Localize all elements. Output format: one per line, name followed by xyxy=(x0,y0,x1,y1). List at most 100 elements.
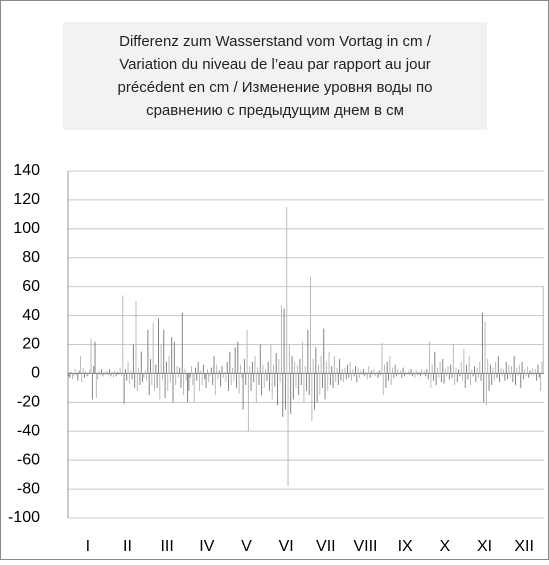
bar xyxy=(336,367,338,374)
bar xyxy=(204,373,206,380)
bar xyxy=(114,370,116,374)
bar xyxy=(130,370,132,374)
bar xyxy=(509,373,511,378)
bar xyxy=(423,370,425,374)
bar xyxy=(193,373,195,403)
bar xyxy=(139,373,141,385)
bar xyxy=(399,370,401,374)
bar xyxy=(76,373,77,375)
bar xyxy=(526,366,528,374)
bar xyxy=(218,370,220,374)
bar xyxy=(228,373,230,391)
bar xyxy=(302,341,304,374)
bar xyxy=(456,373,458,383)
bar xyxy=(396,373,397,377)
bar xyxy=(241,373,243,378)
bar xyxy=(431,364,433,374)
bar xyxy=(512,373,514,383)
bar xyxy=(111,371,113,374)
chart-title: précédent en cm / Изменение уровня воды … xyxy=(118,79,433,96)
bar xyxy=(132,344,134,374)
bar xyxy=(214,373,216,396)
bar xyxy=(349,361,351,374)
bar xyxy=(437,367,438,374)
bar xyxy=(295,373,297,388)
bar xyxy=(86,373,88,377)
y-tick-label: -80 xyxy=(17,480,40,497)
bar xyxy=(288,344,290,374)
bar xyxy=(532,367,534,374)
bar xyxy=(77,373,79,381)
bar xyxy=(210,367,212,374)
bar xyxy=(521,361,523,374)
bar xyxy=(118,373,120,375)
bar xyxy=(348,373,350,378)
bar xyxy=(345,373,347,380)
bar xyxy=(123,373,125,404)
bar xyxy=(418,371,420,374)
bar xyxy=(335,373,337,383)
bar xyxy=(294,361,296,374)
bar xyxy=(352,369,354,374)
bar xyxy=(143,373,145,378)
bar xyxy=(504,373,506,381)
bar xyxy=(261,373,263,396)
bar xyxy=(340,373,342,381)
bar xyxy=(312,358,314,374)
bar xyxy=(180,373,182,388)
bar xyxy=(455,367,457,374)
bar xyxy=(380,373,382,375)
bar xyxy=(89,369,91,374)
bar xyxy=(328,351,330,374)
bar xyxy=(296,364,298,374)
bar xyxy=(540,373,542,391)
bar xyxy=(136,373,138,391)
bar xyxy=(530,373,532,375)
bar xyxy=(427,373,429,380)
bar xyxy=(274,373,276,387)
bar xyxy=(87,373,89,375)
bar xyxy=(95,373,97,398)
bar xyxy=(406,373,408,375)
bar xyxy=(93,366,95,374)
y-tick-label: -100 xyxy=(8,509,40,526)
bar xyxy=(332,373,334,388)
bar xyxy=(390,373,392,385)
bar xyxy=(493,373,495,381)
bar xyxy=(381,343,383,374)
bar xyxy=(337,373,339,385)
bar xyxy=(464,373,466,388)
bar xyxy=(148,373,150,396)
bar xyxy=(429,341,430,374)
bar xyxy=(224,371,226,374)
bar xyxy=(536,373,538,381)
bar xyxy=(144,370,146,374)
bar xyxy=(119,367,121,374)
bar xyxy=(138,367,140,374)
bar xyxy=(72,373,73,380)
bar xyxy=(481,312,483,374)
bar xyxy=(421,369,423,374)
x-tick-label: VIII xyxy=(353,538,377,555)
bar xyxy=(91,373,93,400)
bar xyxy=(175,373,177,385)
bar xyxy=(365,371,367,374)
bar xyxy=(165,361,167,374)
chart-title: сравнению с предыдущим днем в см xyxy=(146,102,404,119)
bar xyxy=(360,370,362,374)
bar xyxy=(213,356,215,374)
bar xyxy=(220,373,222,387)
y-tick-label: 100 xyxy=(13,220,40,237)
bar xyxy=(497,356,499,374)
y-tick-label: 60 xyxy=(22,278,40,295)
bar xyxy=(377,373,379,378)
bar xyxy=(520,373,522,388)
bar xyxy=(275,353,277,374)
bar xyxy=(516,367,518,374)
bar xyxy=(196,373,198,381)
bar xyxy=(151,373,153,385)
bar xyxy=(90,338,92,374)
x-tick-label: XI xyxy=(477,538,492,555)
bar xyxy=(284,373,286,410)
bar xyxy=(442,358,444,374)
